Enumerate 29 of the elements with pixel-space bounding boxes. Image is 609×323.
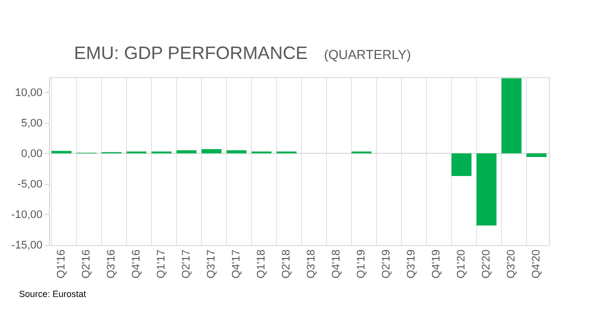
- x-tick-label: Q3'16: [106, 250, 118, 279]
- y-tick-label: 5,00: [21, 117, 42, 130]
- x-tick-label: Q1'18: [256, 250, 268, 279]
- y-tick-label: -15,00: [11, 240, 42, 252]
- chart-subtitle: (QUARTERLY): [324, 47, 411, 62]
- y-tick-label: 10,00: [14, 86, 42, 99]
- x-tick-label: Q3'20: [506, 250, 518, 279]
- source-note: Source: Eurostat: [19, 289, 87, 299]
- x-tick-label: Q2'19: [380, 250, 392, 279]
- x-tick-label: Q1'16: [56, 250, 68, 279]
- x-tick-label: Q4'19: [430, 250, 442, 279]
- x-tick-label: Q3'17: [206, 250, 218, 279]
- x-tick-label: Q2'16: [80, 250, 92, 279]
- x-tick-label: Q1'19: [356, 250, 368, 279]
- chart-title: EMU: GDP PERFORMANCE: [74, 43, 308, 63]
- x-tick-label: Q1'20: [456, 250, 468, 279]
- x-tick-label: Q2'17: [180, 250, 192, 279]
- x-tick-label: Q4'18: [330, 250, 342, 279]
- x-tick-label: Q2'20: [480, 250, 492, 279]
- x-tick-label: Q2'18: [280, 250, 292, 279]
- x-tick-label: Q4'16: [130, 250, 142, 279]
- y-tick-label: 0,00: [21, 148, 42, 160]
- y-tick-label: -10,00: [11, 208, 42, 221]
- x-tick-label: Q4'20: [530, 250, 542, 279]
- x-tick-label: Q3'19: [406, 250, 418, 279]
- x-tick-label: Q1'17: [156, 250, 168, 279]
- x-tick-label: Q3'18: [306, 250, 318, 279]
- y-tick-label: -5,00: [17, 178, 42, 190]
- x-tick-label: Q4'17: [230, 250, 242, 279]
